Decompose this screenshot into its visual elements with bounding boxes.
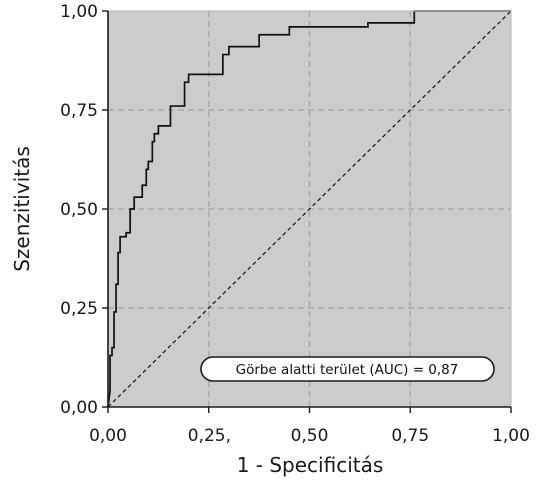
auc-annotation-text: Görbe alatti terület (AUC) = 0,87 xyxy=(236,362,459,378)
x-axis-title: 1 - Specificitás xyxy=(237,453,384,477)
y-axis-title: Szenzitivitás xyxy=(10,146,34,272)
roc-curve-line xyxy=(107,10,511,408)
data-marks xyxy=(107,10,512,408)
y-tick-label-1: 0,25 xyxy=(60,299,98,319)
x-tick-label-3: 0,75 xyxy=(391,426,429,446)
y-tick-label-0: 0,00 xyxy=(60,398,98,418)
auc-annotation-box xyxy=(200,356,495,382)
x-tick-label-0: 0,00 xyxy=(89,426,127,446)
y-tick-label-3: 0,75 xyxy=(60,101,98,121)
x-tick-label-4: 1,00 xyxy=(492,426,530,446)
y-axis: 0,00 0,25 0,50 0,75 1,00 xyxy=(60,2,108,418)
auc-annotation: Görbe alatti terület (AUC) = 0,87 xyxy=(200,356,495,382)
x-axis: 0,00 0,25, 0,50 0,75 1,00 xyxy=(89,407,530,446)
x-tick-label-2: 0,50 xyxy=(291,426,329,446)
reference-diagonal-line xyxy=(107,10,512,408)
y-tick-label-4: 1,00 xyxy=(60,2,98,22)
y-tick-label-2: 0,50 xyxy=(60,200,98,220)
x-tick-label-1: 0,25, xyxy=(188,426,231,446)
